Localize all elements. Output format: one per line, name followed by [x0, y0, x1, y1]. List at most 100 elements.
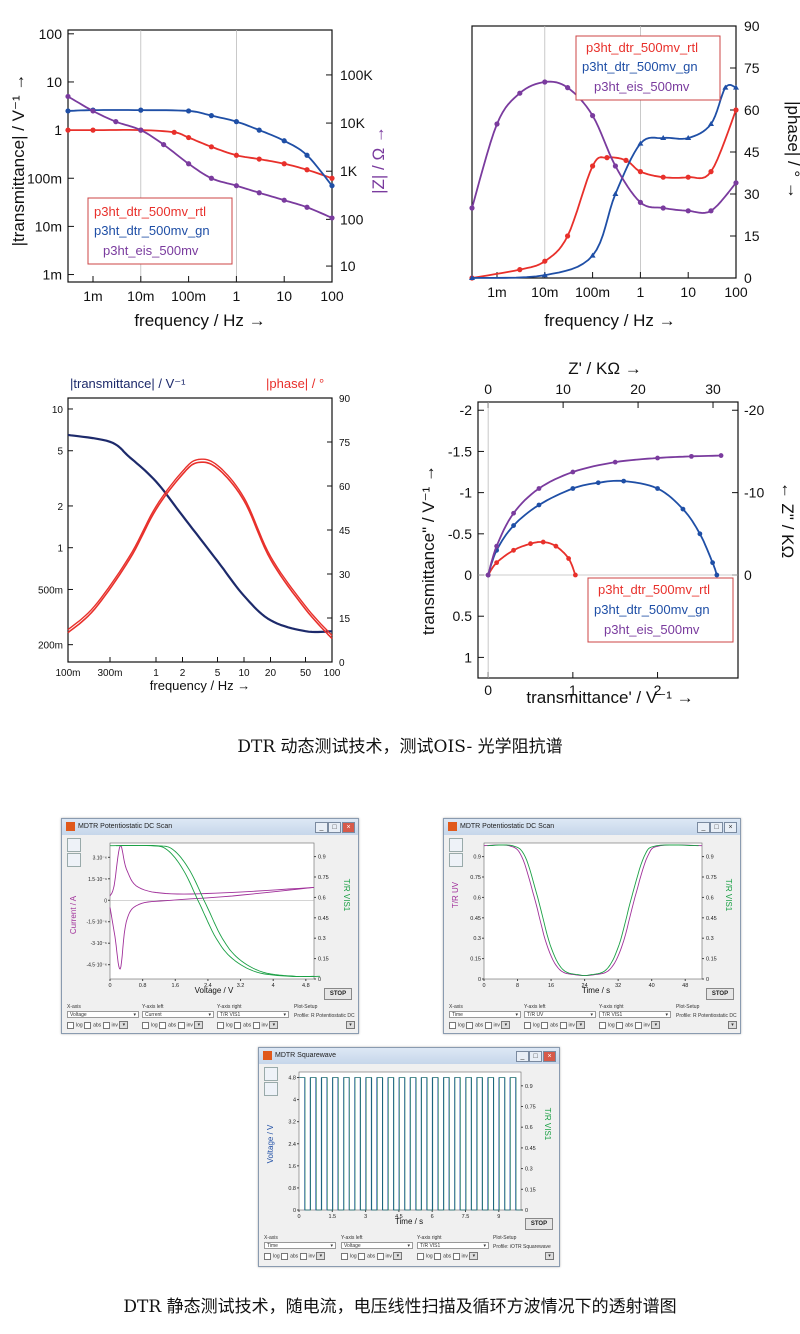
log-checkbox[interactable] [449, 1021, 456, 1029]
plot-setup-dropdown-icon[interactable]: ▾ [545, 1252, 554, 1260]
data-point [304, 204, 310, 210]
maximize-button[interactable]: □ [710, 822, 723, 833]
y-right-tick-label: 0.6 [318, 895, 326, 901]
log-checkbox[interactable] [524, 1021, 531, 1029]
cursor-tool-icon[interactable] [449, 838, 463, 852]
abs-checkbox[interactable] [234, 1021, 242, 1029]
y-right-tick-label: 0 [339, 658, 345, 669]
close-button[interactable]: × [342, 822, 355, 833]
data-point [517, 90, 523, 96]
x-axis-select[interactable]: Time [264, 1242, 336, 1250]
dropdown-arrow-icon[interactable]: ▾ [651, 1021, 661, 1029]
x-tick-label: 1 [153, 668, 159, 679]
log-checkbox[interactable] [417, 1252, 424, 1260]
stop-button[interactable]: STOP [324, 988, 352, 1000]
y-left-select[interactable]: Current [142, 1011, 214, 1019]
y-right-tick-label: 0.15 [525, 1187, 536, 1193]
data-point [185, 161, 192, 167]
inv-checkbox[interactable] [559, 1021, 567, 1029]
data-point [637, 169, 643, 175]
stop-button[interactable]: STOP [706, 988, 734, 1000]
plot-setup-dropdown-icon[interactable]: ▾ [346, 1021, 355, 1029]
window-titlebar[interactable]: MDTR Potentiostatic DC Scan [62, 819, 358, 835]
maximize-button[interactable]: □ [529, 1051, 542, 1062]
abs-checkbox[interactable] [466, 1021, 474, 1029]
abs-checkbox[interactable] [281, 1252, 289, 1260]
x-tick-label: 3.2 [237, 983, 245, 989]
current-sweep-down [109, 886, 315, 970]
y-right-tick-label: 0.3 [318, 936, 326, 942]
x-tick-label: 0 [108, 983, 111, 989]
data-point [494, 121, 500, 127]
save-icon[interactable] [264, 1082, 278, 1096]
y-right-tick-label: 90 [744, 18, 760, 34]
x-tick-label: 6 [431, 1214, 434, 1220]
cursor-tool-icon[interactable] [264, 1067, 278, 1081]
y-right-select[interactable]: T/R VIS1 [417, 1242, 489, 1250]
y-left-select[interactable]: T/R UV [524, 1011, 596, 1019]
inv-checkbox[interactable] [634, 1021, 642, 1029]
x-axis-select[interactable]: Voltage [67, 1011, 139, 1019]
maximize-button[interactable]: □ [328, 822, 341, 833]
dropdown-arrow-icon[interactable]: ▾ [501, 1021, 511, 1029]
log-checkbox[interactable] [264, 1252, 271, 1260]
y-tick-label: 10 [46, 74, 62, 90]
dropdown-arrow-icon[interactable]: ▾ [393, 1252, 403, 1260]
y-right-tick-label: 0.75 [318, 875, 329, 881]
data-point [541, 272, 548, 278]
data-point [281, 197, 287, 203]
dropdown-arrow-icon[interactable]: ▾ [576, 1021, 586, 1029]
plot-setup-dropdown-icon[interactable]: ▾ [728, 1021, 737, 1029]
log-checkbox[interactable] [217, 1021, 224, 1029]
close-button[interactable]: × [543, 1051, 556, 1062]
minimize-button[interactable]: _ [516, 1051, 529, 1062]
inv-checkbox[interactable] [299, 1252, 307, 1260]
data-point [589, 252, 596, 258]
abs-checkbox[interactable] [159, 1021, 167, 1029]
abs-checkbox[interactable] [541, 1021, 549, 1029]
save-icon[interactable] [449, 853, 463, 867]
abs-checkbox[interactable] [434, 1252, 442, 1260]
close-button[interactable]: × [724, 822, 737, 833]
dropdown-arrow-icon[interactable]: ▾ [469, 1252, 479, 1260]
log-checkbox[interactable] [341, 1252, 348, 1260]
inv-checkbox[interactable] [177, 1021, 185, 1029]
abs-checkbox[interactable] [616, 1021, 624, 1029]
inv-checkbox[interactable] [102, 1021, 110, 1029]
y-right-tick-label: 75 [339, 438, 351, 449]
dropdown-arrow-icon[interactable]: ▾ [269, 1021, 279, 1029]
log-checkbox[interactable] [142, 1021, 149, 1029]
data-point [655, 455, 660, 461]
inv-checkbox[interactable] [252, 1021, 260, 1029]
window-titlebar[interactable]: MDTR Potentiostatic DC Scan [444, 819, 740, 835]
save-icon[interactable] [67, 853, 81, 867]
y-left-select[interactable]: Voltage [341, 1242, 413, 1250]
log-checkbox[interactable] [67, 1021, 74, 1029]
inv-checkbox[interactable] [376, 1252, 384, 1260]
window-titlebar[interactable]: MDTR Squarewave [259, 1048, 559, 1064]
data-point [281, 161, 287, 167]
dropdown-arrow-icon[interactable]: ▾ [194, 1021, 204, 1029]
minimize-button[interactable]: _ [697, 822, 710, 833]
cursor-tool-icon[interactable] [67, 838, 81, 852]
x-tick-label: 1 [232, 288, 240, 304]
data-point [566, 556, 572, 561]
inv-checkbox[interactable] [484, 1021, 492, 1029]
y-right-select[interactable]: T/R VIS1 [599, 1011, 671, 1019]
x-axis-select[interactable]: Time [449, 1011, 521, 1019]
data-point [637, 140, 644, 146]
abs-checkbox[interactable] [84, 1021, 92, 1029]
abs-checkbox[interactable] [358, 1252, 366, 1260]
minimize-button[interactable]: _ [315, 822, 328, 833]
dropdown-arrow-icon[interactable]: ▾ [119, 1021, 129, 1029]
window-title: MDTR Potentiostatic DC Scan [460, 823, 555, 830]
data-point [553, 543, 559, 549]
inv-checkbox[interactable] [452, 1252, 460, 1260]
log-checkbox[interactable] [599, 1021, 606, 1029]
stop-button[interactable]: STOP [525, 1218, 553, 1230]
y-tick-label: 100 [39, 26, 63, 42]
dropdown-arrow-icon[interactable]: ▾ [316, 1252, 326, 1260]
y-right-select[interactable]: T/R VIS1 [217, 1011, 289, 1019]
y-right-tick-label: 0.75 [706, 875, 717, 881]
x-tick-label: 100m [55, 668, 80, 679]
